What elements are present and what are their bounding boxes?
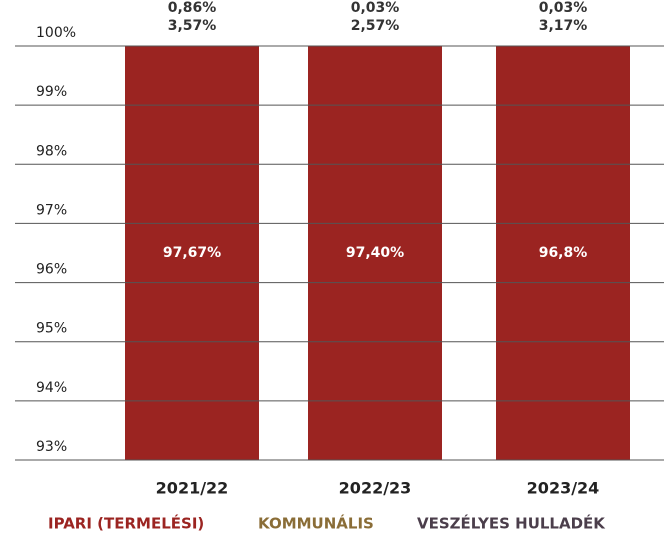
x-tick-label: 2023/24 xyxy=(527,479,600,498)
y-tick-label: 98% xyxy=(36,143,67,159)
y-tick-label: 99% xyxy=(36,84,67,100)
value-label: 97,40% xyxy=(346,245,404,261)
y-tick-label: 94% xyxy=(36,380,67,396)
legend-entry: IPARI (TERMELÉSI) xyxy=(48,514,204,533)
x-tick-label: 2022/23 xyxy=(339,479,412,498)
legend-entry: VESZÉLYES HULLADÉK xyxy=(417,514,606,533)
x-tick-label: 2021/22 xyxy=(156,479,229,498)
value-label: 2,57% xyxy=(351,18,400,34)
y-tick-label: 93% xyxy=(36,439,67,455)
bars xyxy=(125,46,630,460)
value-label: 97,67% xyxy=(163,245,221,261)
value-label: 0,86% xyxy=(168,0,217,16)
y-tick-label: 97% xyxy=(36,202,67,218)
legend-entry: KOMMUNÁLIS xyxy=(258,514,374,533)
value-label: 0,03% xyxy=(351,0,400,16)
bar-segment xyxy=(125,46,259,460)
y-tick-label: 95% xyxy=(36,321,67,337)
value-label: 0,03% xyxy=(539,0,588,16)
value-label: 96,8% xyxy=(539,245,588,261)
value-label: 3,17% xyxy=(539,18,588,34)
bar-segment xyxy=(308,46,442,460)
y-tick-label: 100% xyxy=(36,25,76,41)
y-tick-label: 96% xyxy=(36,262,67,278)
value-label: 3,57% xyxy=(168,18,217,34)
bar-segment xyxy=(496,46,630,460)
